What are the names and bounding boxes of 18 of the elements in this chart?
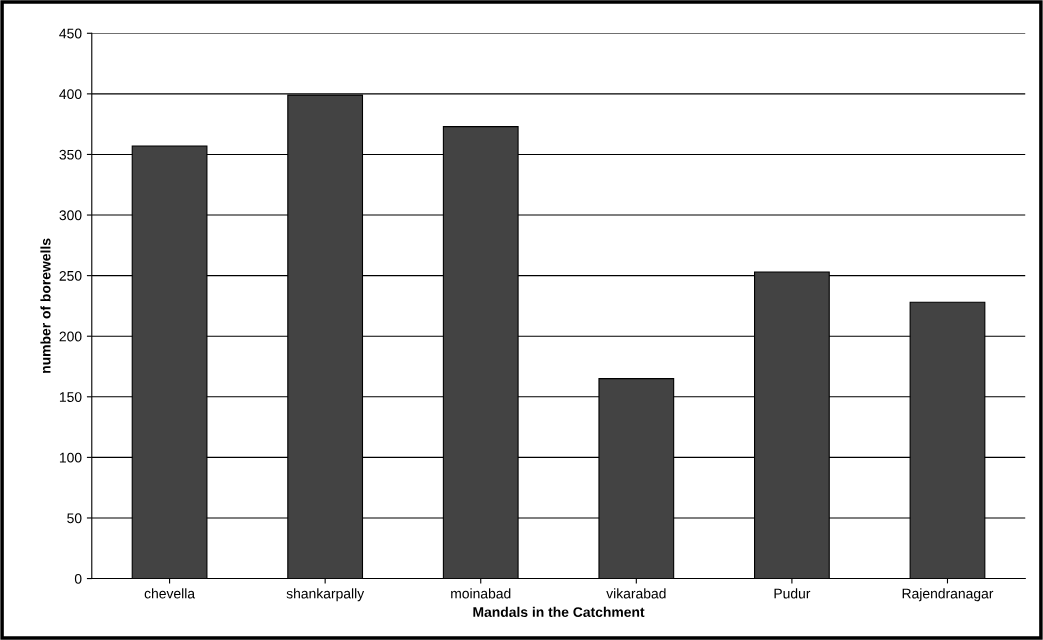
x-axis-title: Mandals in the Catchment <box>473 606 645 617</box>
y-tick-label: 200 <box>59 331 82 342</box>
y-tick-label: 150 <box>59 392 82 402</box>
y-tick-label: 100 <box>59 452 82 463</box>
y-tick-label: 400 <box>59 89 82 100</box>
x-tick-label: moinabad <box>451 588 511 599</box>
y-tick-label: 450 <box>59 28 82 39</box>
x-tick-label: chevella <box>144 588 196 599</box>
x-tick-label: Rajendranagar <box>902 588 994 602</box>
x-tick-label: Pudur <box>774 588 811 599</box>
y-tick-label: 300 <box>59 210 82 221</box>
y-tick-label: 50 <box>67 513 82 524</box>
y-tick-label: 250 <box>59 270 82 281</box>
y-tick-label: 350 <box>59 149 82 160</box>
x-tick-label: vikarabad <box>606 588 666 599</box>
x-tick-label: shankarpally <box>286 588 365 602</box>
y-tick-label: 0 <box>74 573 82 584</box>
y-axis-title: number of borewells <box>40 238 51 373</box>
